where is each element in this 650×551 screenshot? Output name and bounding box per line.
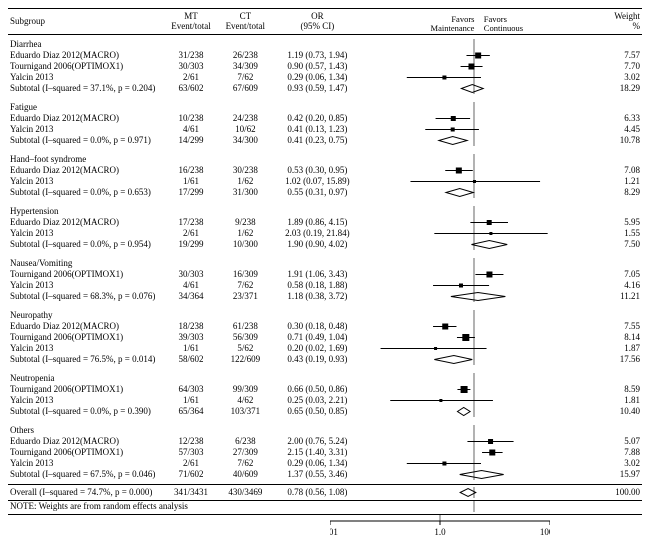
plot-cell [362, 354, 596, 365]
favors-left: FavorsMaintenance [431, 15, 475, 34]
plot-cell [362, 113, 596, 124]
data-row: Yalcin 20134/6110/620.41 (0.13, 1.23)4.4… [8, 124, 642, 135]
plot-cell [362, 384, 596, 395]
plot-cell [362, 187, 596, 198]
data-row: Subtotal (I–squared = 76.5%, p = 0.014)5… [8, 354, 642, 365]
data-row: Subtotal (I–squared = 0.0%, p = 0.653)17… [8, 187, 642, 198]
favors-right: FavorsContinuous [484, 15, 523, 34]
plot-cell [362, 447, 596, 458]
plot-cell [362, 291, 596, 302]
group-header-row: Hand–foot syndrome [8, 150, 642, 165]
group-header-row: Fatigue [8, 98, 642, 113]
data-row: Yalcin 20131/614/620.25 (0.03, 2.21)1.81 [8, 395, 642, 406]
plot-cell [362, 176, 596, 187]
plot-cell [362, 61, 596, 72]
plot-cell [362, 217, 596, 228]
col-mt: MT Event/total [164, 9, 218, 35]
note-row: NOTE: Weights are from random effects an… [8, 500, 642, 514]
plot-cell [362, 165, 596, 176]
svg-text:100.0: 100.0 [540, 527, 550, 537]
plot-cell [362, 83, 596, 94]
data-row: Eduardo Diaz 2012(MACRO)31/23826/2381.19… [8, 50, 642, 61]
data-row: Subtotal (I–squared = 0.0%, p = 0.390)65… [8, 406, 642, 417]
group-header-row: Others [8, 421, 642, 436]
svg-text:1.0: 1.0 [434, 527, 446, 537]
forest-plot-table: Subgroup MT Event/total CT Event/total O… [8, 8, 642, 515]
plot-cell [362, 484, 596, 500]
data-row: Yalcin 20134/617/620.58 (0.18, 1.88)4.16 [8, 280, 642, 291]
data-row: Yalcin 20131/615/620.20 (0.02, 1.69)1.87 [8, 343, 642, 354]
plot-cell [362, 202, 596, 217]
group-header-row: Diarrhea [8, 34, 642, 50]
col-plot-header: FavorsMaintenance FavorsContinuous [362, 9, 596, 35]
data-row: Eduardo Diaz 2012(MACRO)17/2389/2381.89 … [8, 217, 642, 228]
group-header-row: Neuropathy [8, 306, 642, 321]
plot-cell [362, 421, 596, 436]
plot-cell [362, 135, 596, 146]
plot-cell [362, 280, 596, 291]
plot-cell [362, 436, 596, 447]
col-weight: Weight % [596, 9, 642, 35]
col-ct: CT Event/total [218, 9, 272, 35]
plot-cell [362, 343, 596, 354]
data-row: Yalcin 20132/617/620.29 (0.06, 1.34)3.02 [8, 72, 642, 83]
data-row: Subtotal (I–squared = 67.5%, p = 0.046)7… [8, 469, 642, 480]
data-row: Yalcin 20132/611/622.03 (0.19, 21.84)1.5… [8, 228, 642, 239]
overall-row: Overall (I–squared = 74.7%, p = 0.000)34… [8, 484, 642, 500]
group-header-row: Nausea/Vomiting [8, 254, 642, 269]
data-row: Eduardo Diaz 2012(MACRO)16/23830/2380.53… [8, 165, 642, 176]
plot-cell [362, 228, 596, 239]
plot-cell [362, 406, 596, 417]
svg-text:0.01: 0.01 [330, 527, 338, 537]
header-row: Subgroup MT Event/total CT Event/total O… [8, 9, 642, 35]
data-row: Subtotal (I–squared = 0.0%, p = 0.954)19… [8, 239, 642, 250]
data-row: Subtotal (I–squared = 68.3%, p = 0.076)3… [8, 291, 642, 302]
plot-cell [362, 72, 596, 83]
plot-cell [362, 395, 596, 406]
plot-cell [362, 254, 596, 269]
plot-cell [362, 98, 596, 113]
plot-cell [362, 50, 596, 61]
plot-cell [362, 332, 596, 343]
data-row: Tournigand 2006(OPTIMOX1)30/30316/3091.9… [8, 269, 642, 280]
plot-cell [362, 458, 596, 469]
col-subgroup: Subgroup [8, 9, 164, 35]
plot-cell [362, 34, 596, 50]
group-header-row: Neutropenia [8, 369, 642, 384]
plot-cell [362, 306, 596, 321]
data-row: Tournigand 2006(OPTIMOX1)39/30356/3090.7… [8, 332, 642, 343]
plot-cell [362, 150, 596, 165]
data-row: Subtotal (I–squared = 37.1%, p = 0.204)6… [8, 83, 642, 94]
col-or: OR (95% CI) [272, 9, 362, 35]
data-row: Yalcin 20131/611/621.02 (0.07, 15.89)1.2… [8, 176, 642, 187]
data-row: Yalcin 20132/617/620.29 (0.06, 1.34)3.02 [8, 458, 642, 469]
data-row: Tournigand 2006(OPTIMOX1)57/30327/3092.1… [8, 447, 642, 458]
plot-cell [362, 469, 596, 480]
plot-cell [362, 269, 596, 280]
plot-cell [362, 239, 596, 250]
data-row: Eduardo Diaz 2012(MACRO)18/23861/2380.30… [8, 321, 642, 332]
plot-cell [362, 321, 596, 332]
data-row: Tournigand 2006(OPTIMOX1)30/30334/3090.9… [8, 61, 642, 72]
data-row: Subtotal (I–squared = 0.0%, p = 0.971)14… [8, 135, 642, 146]
data-row: Tournigand 2006(OPTIMOX1)64/30399/3090.6… [8, 384, 642, 395]
group-header-row: Hypertension [8, 202, 642, 217]
data-row: Eduardo Diaz 2012(MACRO)10/23824/2380.42… [8, 113, 642, 124]
plot-cell [362, 369, 596, 384]
data-row: Eduardo Diaz 2012(MACRO)12/2386/2382.00 … [8, 436, 642, 447]
plot-cell [362, 124, 596, 135]
x-axis: 0.01 1.0 100.0 [330, 515, 550, 543]
